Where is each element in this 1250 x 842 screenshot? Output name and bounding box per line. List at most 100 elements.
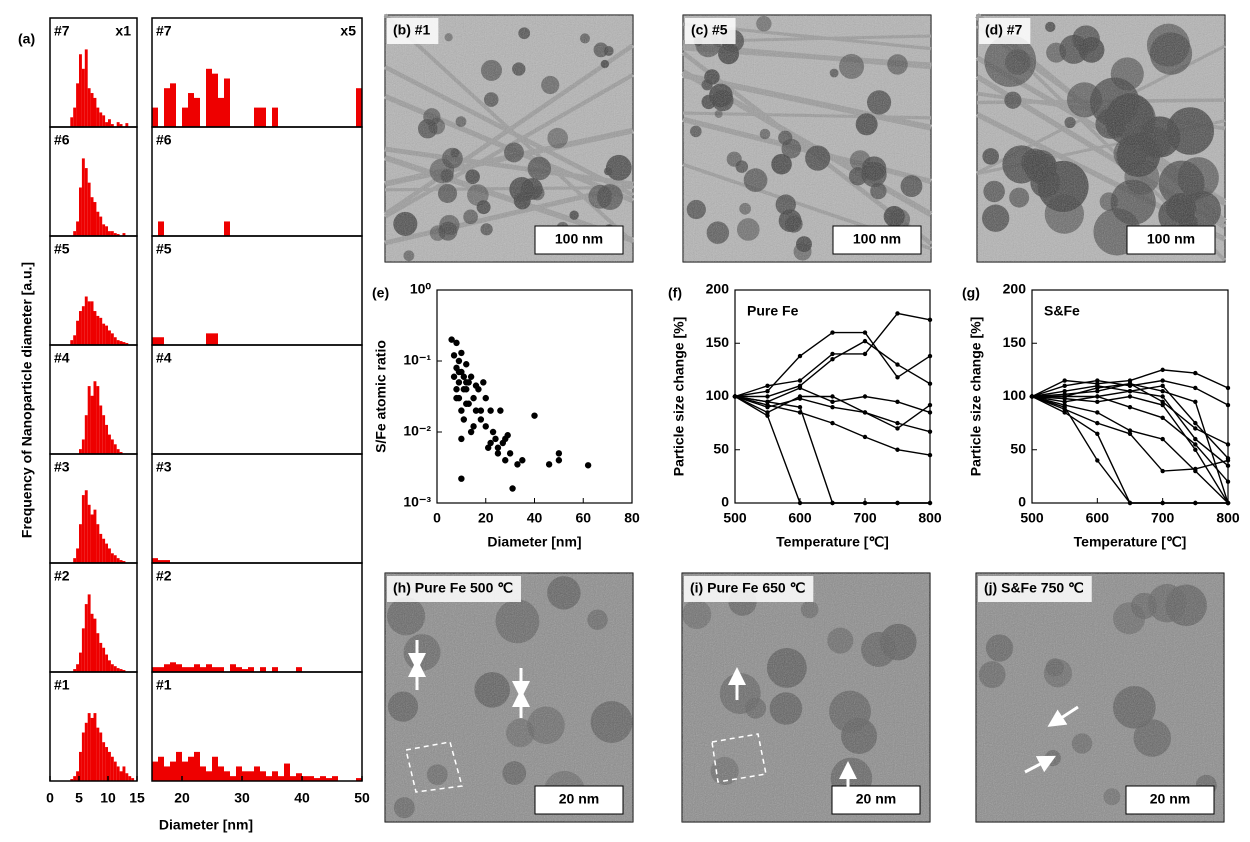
histogram-bar	[108, 434, 111, 454]
histogram-bar	[218, 766, 224, 781]
histogram-bar	[188, 756, 194, 781]
histogram-bar	[332, 776, 338, 781]
panel-frame	[151, 671, 363, 782]
data-point	[1127, 428, 1133, 433]
histogram-bar	[110, 664, 114, 672]
histogram-bar	[105, 325, 108, 345]
scatter-point	[487, 439, 494, 447]
image-grain	[385, 15, 633, 262]
data-point	[895, 420, 900, 426]
histogram-bar	[224, 771, 230, 781]
label-background	[978, 576, 1092, 602]
panel-frame	[151, 126, 363, 237]
histogram-bar	[76, 221, 79, 236]
y-tick-label: 200	[706, 281, 730, 297]
scale-bar-label: 100 nm	[853, 231, 901, 247]
label-background	[685, 18, 736, 44]
data-point	[1193, 370, 1198, 376]
histogram-bar	[158, 756, 164, 781]
histogram-bar	[76, 320, 79, 345]
histogram-bar	[260, 107, 266, 127]
scatter-point	[494, 450, 502, 457]
data-point	[830, 404, 835, 410]
histogram-bar	[278, 776, 284, 781]
scatter-point	[455, 368, 463, 376]
y-tick-label: 10⁻¹	[403, 352, 431, 368]
histogram-bar	[119, 669, 123, 672]
histogram-bar	[110, 439, 114, 454]
histogram-bar	[170, 83, 176, 127]
sample-label: #6	[156, 132, 172, 148]
histogram-bar	[76, 771, 79, 781]
histogram-bar	[81, 439, 85, 454]
histogram-bar	[110, 231, 114, 236]
data-point	[1160, 399, 1165, 405]
scatter-point	[453, 386, 460, 393]
data-point	[1127, 394, 1133, 399]
sample-label: #3	[54, 459, 70, 475]
histogram-bar	[212, 756, 218, 781]
x-tick-label: 80	[624, 510, 640, 526]
histogram-bar	[248, 667, 254, 672]
histogram-bar	[194, 664, 200, 672]
histogram-bar	[90, 197, 94, 236]
x-axis-label: Temperature [℃]	[776, 534, 889, 550]
histogram-bar	[108, 330, 111, 345]
histogram-bar	[272, 771, 278, 781]
histogram-bar	[128, 776, 132, 781]
data-point	[1095, 378, 1100, 383]
label-background	[387, 18, 439, 44]
image-grain	[977, 15, 1225, 262]
data-point	[1095, 394, 1100, 399]
scatter-point	[482, 394, 489, 402]
x-tick-label: 700	[1151, 510, 1175, 526]
histogram-bar	[119, 124, 123, 127]
y-tick-label: 50	[713, 440, 729, 456]
histogram-bar	[116, 668, 120, 672]
histogram-bar	[110, 756, 114, 781]
histogram-bar	[93, 618, 97, 672]
panel-frame	[151, 562, 363, 673]
histogram-bar	[164, 766, 170, 781]
data-point	[862, 410, 868, 415]
x-tick-label: 500	[1020, 510, 1044, 526]
histogram-bar	[131, 778, 135, 781]
x-tick-label: 60	[575, 510, 591, 526]
data-point	[830, 330, 835, 335]
histogram-bar	[108, 751, 111, 781]
data-point	[1160, 394, 1165, 399]
data-point	[1095, 410, 1100, 415]
histogram-bar	[73, 669, 77, 672]
histogram-bar	[108, 119, 111, 127]
histogram-bar	[284, 763, 290, 781]
micrograph-label: (c) #5	[691, 22, 728, 38]
histogram-bar	[93, 202, 97, 236]
data-point	[1127, 381, 1133, 386]
histogram-bar	[81, 628, 85, 672]
histogram-bar	[79, 449, 82, 454]
scatter-point	[450, 352, 458, 359]
histogram-bar	[296, 667, 302, 672]
data-point	[1127, 378, 1133, 383]
panel-annotation: Pure Fe	[747, 303, 799, 319]
histogram-bar	[230, 776, 236, 781]
data-point	[862, 394, 868, 399]
histogram-bar	[152, 337, 158, 345]
histogram-bar	[272, 667, 278, 672]
scatter-point	[453, 339, 460, 347]
scatter-point	[584, 462, 592, 469]
x-axis-label: Diameter [nm]	[159, 817, 253, 833]
histogram-bar	[188, 667, 194, 672]
histogram-bar	[81, 495, 85, 563]
histogram-bar	[122, 670, 126, 672]
histogram-bar	[96, 386, 100, 454]
data-point	[927, 500, 933, 506]
panel-frame	[151, 344, 363, 455]
histogram-bar	[230, 664, 236, 672]
data-point	[1127, 404, 1133, 410]
histogram-bar	[81, 158, 85, 236]
data-point	[1160, 388, 1165, 394]
histogram-bar	[73, 107, 77, 127]
histogram-bar	[182, 667, 188, 672]
